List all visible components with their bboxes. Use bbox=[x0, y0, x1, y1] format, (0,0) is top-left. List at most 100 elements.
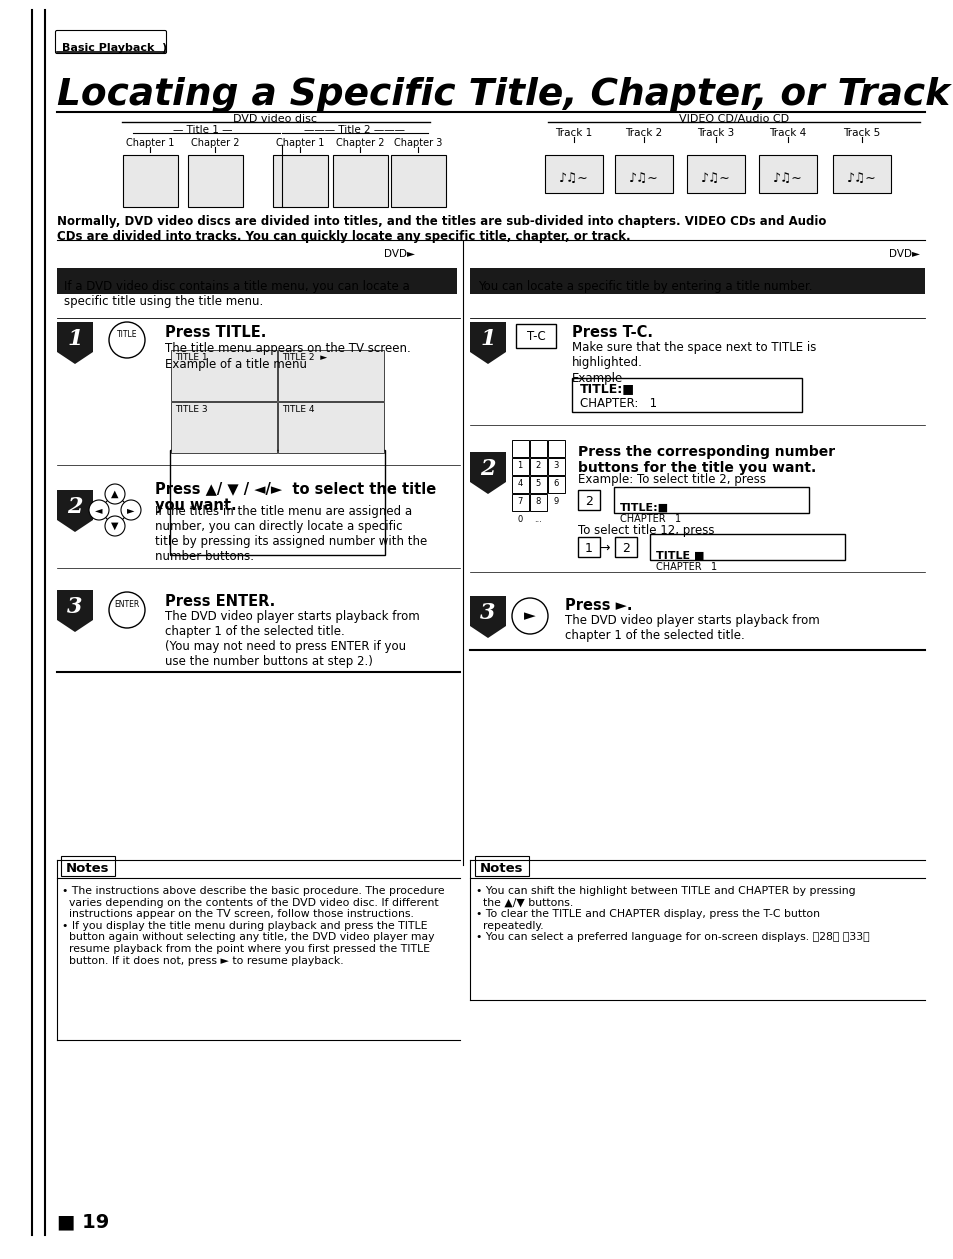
Text: DVD video disc: DVD video disc bbox=[233, 115, 316, 123]
Text: T-C: T-C bbox=[526, 330, 545, 342]
Text: The DVD video player starts playback from
chapter 1 of the selected title.: The DVD video player starts playback fro… bbox=[165, 611, 419, 638]
Polygon shape bbox=[470, 596, 505, 638]
Bar bbox=[333, 155, 388, 206]
Text: Make sure that the space next to TITLE is
highlighted.: Make sure that the space next to TITLE i… bbox=[572, 341, 816, 369]
Text: To select title 12, press: To select title 12, press bbox=[578, 524, 714, 538]
Bar bbox=[171, 402, 276, 453]
Bar bbox=[578, 538, 599, 556]
Bar bbox=[277, 350, 384, 402]
Text: — Title 1 —: — Title 1 — bbox=[173, 125, 233, 135]
Text: TITLE 4: TITLE 4 bbox=[282, 405, 314, 414]
Bar bbox=[759, 155, 816, 193]
Bar bbox=[530, 458, 546, 475]
Text: Locating a Specific Title, Chapter, or Track: Locating a Specific Title, Chapter, or T… bbox=[57, 77, 949, 113]
Text: Notes: Notes bbox=[479, 862, 523, 875]
Polygon shape bbox=[470, 452, 505, 494]
Text: Press T-C.: Press T-C. bbox=[572, 325, 652, 340]
Bar bbox=[614, 487, 808, 512]
Text: Example: Example bbox=[572, 371, 622, 385]
Bar bbox=[615, 155, 672, 193]
FancyBboxPatch shape bbox=[55, 30, 167, 53]
Bar bbox=[171, 350, 276, 402]
Bar bbox=[512, 458, 529, 475]
Bar bbox=[572, 378, 801, 412]
Text: Chapter 3: Chapter 3 bbox=[394, 138, 442, 149]
Bar bbox=[273, 155, 328, 206]
Text: CHAPTER   1: CHAPTER 1 bbox=[656, 562, 717, 572]
Text: ♪♫∼: ♪♫∼ bbox=[700, 171, 730, 185]
Text: 8: 8 bbox=[535, 496, 540, 506]
Text: Press the corresponding number
buttons for the title you want.: Press the corresponding number buttons f… bbox=[578, 444, 834, 475]
Bar bbox=[530, 476, 546, 494]
Circle shape bbox=[109, 592, 145, 628]
Text: 2: 2 bbox=[584, 495, 593, 507]
Bar bbox=[170, 449, 385, 555]
Text: TITLE ■: TITLE ■ bbox=[656, 551, 703, 562]
Bar bbox=[578, 490, 599, 510]
Bar bbox=[512, 439, 529, 457]
Text: ▼: ▼ bbox=[112, 521, 118, 531]
Text: 2: 2 bbox=[479, 458, 496, 480]
Polygon shape bbox=[470, 322, 505, 364]
Text: Example: To select title 2, press: Example: To select title 2, press bbox=[578, 473, 765, 486]
Bar bbox=[470, 268, 924, 295]
Bar bbox=[391, 155, 446, 206]
Text: 3: 3 bbox=[67, 596, 83, 618]
Bar bbox=[649, 534, 844, 560]
Bar bbox=[686, 155, 744, 193]
Text: The title menu appears on the TV screen.: The title menu appears on the TV screen. bbox=[165, 342, 411, 355]
Text: TITLE 2  ►: TITLE 2 ► bbox=[282, 353, 327, 363]
Text: You can locate a specific title by entering a title number.: You can locate a specific title by enter… bbox=[477, 279, 812, 293]
Text: 4: 4 bbox=[517, 478, 522, 487]
Text: ♪♫∼: ♪♫∼ bbox=[628, 171, 659, 185]
Text: CHAPTER:   1: CHAPTER: 1 bbox=[579, 397, 657, 410]
Text: 7: 7 bbox=[517, 496, 522, 506]
Text: Track 1: Track 1 bbox=[555, 128, 592, 138]
Text: Notes: Notes bbox=[66, 862, 110, 875]
Text: Chapter 1: Chapter 1 bbox=[126, 138, 174, 149]
Circle shape bbox=[105, 516, 125, 536]
Bar bbox=[188, 155, 243, 206]
Text: DVD►: DVD► bbox=[888, 249, 919, 259]
Text: ►: ► bbox=[127, 505, 134, 515]
Text: • The instructions above describe the basic procedure. The procedure
  varies de: • The instructions above describe the ba… bbox=[62, 886, 444, 966]
Text: 1: 1 bbox=[584, 541, 593, 554]
Text: TITLE:■: TITLE:■ bbox=[619, 504, 668, 512]
Bar bbox=[544, 155, 602, 193]
Text: (You may not need to press ENTER if you
use the number buttons at step 2.): (You may not need to press ENTER if you … bbox=[165, 640, 406, 669]
Text: Press ►.: Press ►. bbox=[564, 598, 632, 613]
Text: Chapter 2: Chapter 2 bbox=[335, 138, 384, 149]
Bar bbox=[832, 155, 890, 193]
Bar bbox=[547, 476, 564, 494]
Text: TITLE 1: TITLE 1 bbox=[174, 353, 208, 363]
FancyBboxPatch shape bbox=[475, 856, 529, 876]
Text: 2: 2 bbox=[535, 461, 540, 470]
Circle shape bbox=[105, 483, 125, 504]
Text: Chapter 2: Chapter 2 bbox=[191, 138, 239, 149]
Text: The DVD video player starts playback from
chapter 1 of the selected title.: The DVD video player starts playback fro… bbox=[564, 614, 819, 642]
Bar bbox=[512, 476, 529, 494]
Bar bbox=[512, 494, 529, 511]
Text: Locating a Title Using the Title Menu: Locating a Title Using the Title Menu bbox=[64, 248, 380, 263]
Text: Track 4: Track 4 bbox=[768, 128, 806, 138]
Bar bbox=[615, 538, 637, 556]
Text: Track 2: Track 2 bbox=[625, 128, 662, 138]
Text: ♪♫∼: ♪♫∼ bbox=[772, 171, 802, 185]
Text: Press ▲/ ▼ / ◄/►  to select the title
you want.: Press ▲/ ▼ / ◄/► to select the title you… bbox=[154, 481, 436, 514]
Polygon shape bbox=[57, 590, 92, 632]
Text: Basic Playback  ): Basic Playback ) bbox=[62, 43, 167, 53]
Bar bbox=[547, 458, 564, 475]
Text: ♪♫∼: ♪♫∼ bbox=[846, 171, 876, 185]
Bar bbox=[530, 494, 546, 511]
Polygon shape bbox=[57, 490, 92, 533]
Text: 2: 2 bbox=[67, 496, 83, 517]
Text: ...: ... bbox=[534, 515, 541, 524]
Text: 3: 3 bbox=[479, 602, 496, 624]
Text: TITLE:■: TITLE:■ bbox=[579, 381, 635, 395]
Text: TITLE 3: TITLE 3 bbox=[174, 405, 208, 414]
Bar bbox=[57, 268, 456, 295]
Text: 1: 1 bbox=[517, 461, 522, 470]
Circle shape bbox=[89, 500, 109, 520]
Text: 1: 1 bbox=[67, 329, 83, 350]
Text: • You can shift the highlight between TITLE and CHAPTER by pressing
  the ▲/▼ bu: • You can shift the highlight between TI… bbox=[476, 886, 869, 943]
